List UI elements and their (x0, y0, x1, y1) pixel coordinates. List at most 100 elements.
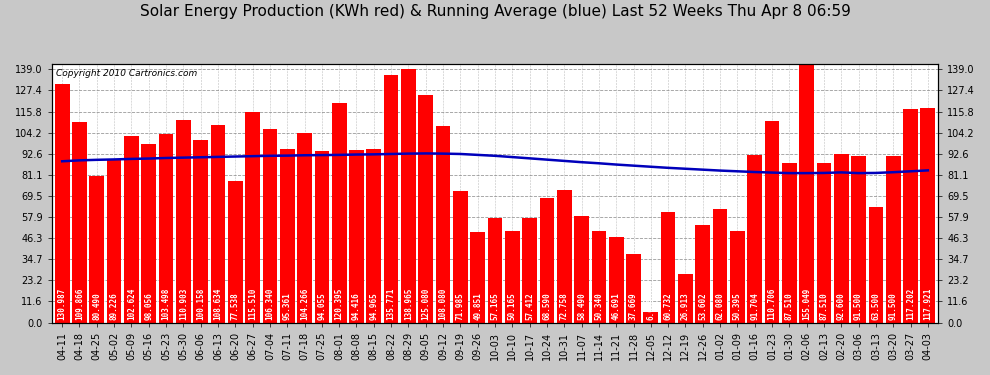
Text: 91.704: 91.704 (750, 292, 759, 320)
Bar (626, 254, 641, 322)
Text: 63.500: 63.500 (871, 292, 880, 320)
Text: 110.903: 110.903 (179, 288, 188, 320)
Bar (401, 69, 416, 322)
Text: 103.498: 103.498 (161, 288, 170, 320)
Text: 95.361: 95.361 (283, 292, 292, 320)
Text: Copyright 2010 Cartronics.com: Copyright 2010 Cartronics.com (56, 69, 197, 78)
Bar (886, 156, 901, 322)
Bar (193, 140, 208, 322)
Bar (262, 129, 277, 322)
Text: 53.602: 53.602 (698, 292, 707, 320)
Bar (660, 212, 675, 322)
Bar (211, 124, 226, 322)
Bar (834, 154, 848, 322)
Bar (246, 112, 260, 322)
Bar (158, 134, 173, 322)
Bar (142, 144, 156, 322)
Bar (921, 108, 936, 322)
Text: 60.732: 60.732 (663, 292, 672, 320)
Text: 138.965: 138.965 (404, 288, 413, 320)
Text: 108.634: 108.634 (214, 288, 223, 320)
Text: 91.500: 91.500 (889, 292, 898, 320)
Bar (470, 232, 485, 322)
Text: 120.395: 120.395 (335, 288, 344, 320)
Text: 72.758: 72.758 (559, 292, 568, 320)
Bar (176, 120, 191, 322)
Text: 50.395: 50.395 (733, 292, 742, 320)
Bar (280, 149, 295, 322)
Bar (436, 126, 450, 322)
Text: 6.079: 6.079 (646, 297, 655, 320)
Bar (574, 216, 589, 322)
Text: 155.049: 155.049 (802, 288, 811, 320)
Text: 57.412: 57.412 (525, 292, 535, 320)
Text: 80.490: 80.490 (92, 292, 101, 320)
Bar (72, 122, 87, 322)
Text: 110.706: 110.706 (767, 288, 776, 320)
Text: 46.691: 46.691 (612, 292, 621, 320)
Bar (89, 176, 104, 322)
Bar (366, 150, 381, 322)
Bar (107, 160, 122, 322)
Bar (228, 181, 243, 322)
Text: 68.590: 68.590 (543, 292, 551, 320)
Text: 26.913: 26.913 (681, 292, 690, 320)
Text: 50.165: 50.165 (508, 292, 517, 320)
Bar (124, 135, 139, 322)
Text: 87.510: 87.510 (785, 292, 794, 320)
Bar (315, 151, 330, 322)
Bar (332, 103, 346, 322)
Text: 98.056: 98.056 (145, 292, 153, 320)
Text: 49.851: 49.851 (473, 292, 482, 320)
Text: 94.416: 94.416 (352, 292, 361, 320)
Text: 58.490: 58.490 (577, 292, 586, 320)
Text: 135.771: 135.771 (387, 288, 396, 320)
Bar (764, 121, 779, 322)
Bar (609, 237, 624, 322)
Text: 109.866: 109.866 (75, 288, 84, 320)
Bar (644, 312, 658, 322)
Bar (505, 231, 520, 322)
Text: 89.226: 89.226 (110, 292, 119, 320)
Text: 108.080: 108.080 (439, 288, 447, 320)
Bar (453, 191, 467, 322)
Text: 115.510: 115.510 (248, 288, 257, 320)
Text: 100.158: 100.158 (196, 288, 205, 320)
Bar (349, 150, 364, 322)
Text: 106.340: 106.340 (265, 288, 274, 320)
Text: 87.510: 87.510 (820, 292, 829, 320)
Bar (851, 156, 866, 322)
Bar (817, 163, 832, 322)
Bar (782, 163, 797, 322)
Bar (488, 218, 502, 322)
Text: 94.055: 94.055 (318, 292, 327, 320)
Text: 37.669: 37.669 (629, 292, 638, 320)
Text: 130.987: 130.987 (57, 288, 66, 320)
Text: 91.500: 91.500 (854, 292, 863, 320)
Bar (799, 40, 814, 322)
Text: 57.165: 57.165 (490, 292, 500, 320)
Bar (384, 75, 399, 322)
Bar (713, 209, 728, 322)
Text: 71.985: 71.985 (455, 292, 465, 320)
Text: 117.921: 117.921 (924, 288, 933, 320)
Bar (868, 207, 883, 322)
Text: 117.202: 117.202 (906, 288, 915, 320)
Bar (540, 198, 554, 322)
Bar (591, 231, 606, 322)
Bar (523, 218, 537, 322)
Bar (297, 132, 312, 322)
Text: Solar Energy Production (KWh red) & Running Average (blue) Last 52 Weeks Thu Apr: Solar Energy Production (KWh red) & Runn… (140, 4, 850, 19)
Bar (678, 273, 693, 322)
Bar (54, 84, 69, 322)
Text: 62.080: 62.080 (716, 292, 725, 320)
Bar (695, 225, 710, 322)
Text: 125.080: 125.080 (422, 288, 431, 320)
Bar (419, 94, 433, 322)
Text: 102.624: 102.624 (127, 288, 136, 320)
Text: 94.965: 94.965 (369, 292, 378, 320)
Bar (557, 190, 571, 322)
Text: 104.266: 104.266 (300, 288, 309, 320)
Bar (747, 155, 762, 322)
Bar (903, 109, 918, 322)
